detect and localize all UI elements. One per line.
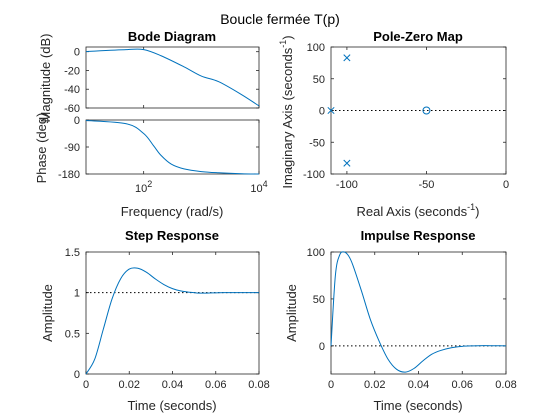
pzmap-ylabel-exp: -1 [278, 40, 288, 48]
step-xtick-label: 0.08 [248, 379, 269, 391]
impulse-xtick-label: 0 [328, 379, 334, 391]
impulse-ylabel: Amplitude [284, 284, 299, 342]
pzmap-ylabel-tail: ) [280, 35, 295, 39]
bode-phase-ylabel: Phase (deg) [34, 113, 49, 184]
pzmap-ytick-label: -100 [303, 169, 325, 181]
impulse-xtick-label: 0.02 [364, 379, 385, 391]
step-xtick-label: 0.06 [205, 379, 226, 391]
pzmap-ytick-label: 50 [313, 74, 325, 86]
bode-xtick-label: 104 [250, 179, 267, 195]
bode-magnitude-ylabel: Magnitude (dB) [38, 34, 53, 123]
pzmap-ytick-label: -50 [309, 137, 325, 149]
pzmap-xtick-label: 0 [503, 179, 509, 191]
pzmap-xtick-label: -50 [419, 179, 435, 191]
bode-phase-ytick-label: 0 [74, 115, 80, 127]
bode-magnitude-curve [85, 48, 260, 107]
impulse-axes [330, 251, 507, 375]
pzmap-title: Pole-Zero Map [373, 29, 463, 44]
bode-phase-axes [85, 119, 260, 175]
bode-xtick-exp: 2 [147, 179, 152, 189]
impulse-ytick-label: 50 [313, 294, 325, 306]
impulse-response: Impulse Response 0 50 100 0 0.02 0.04 0.06 0.08… [284, 228, 517, 413]
bode-magnitude-axes [85, 46, 260, 109]
pzmap-ylabel-main: Imaginary Axis (seconds [280, 47, 295, 188]
bode-magnitude-ytick-label: -20 [64, 65, 80, 77]
impulse-ytick-label: 0 [319, 341, 325, 353]
pzmap-ytick-label: 0 [319, 106, 325, 118]
step-ytick-label: 1.5 [65, 247, 80, 259]
bode-title: Bode Diagram [128, 29, 216, 44]
bode-xlabel: Frequency (rad/s) [121, 204, 224, 219]
pole-marker-stroke [343, 159, 351, 167]
pzmap-ylabel: Imaginary Axis (seconds-1) [278, 35, 295, 188]
step-xlabel: Time (seconds) [127, 398, 216, 413]
step-xtick-label: 0.02 [119, 379, 140, 391]
bode-xtick-base: 10 [135, 183, 147, 195]
figure-title: Boucle fermée T(p) [220, 11, 340, 27]
pole-marker [327, 106, 335, 115]
bode-magnitude-ytick-label: -60 [64, 103, 80, 115]
step-xtick-label: 0 [83, 379, 89, 391]
pzmap-xlabel-exp: -1 [467, 202, 475, 212]
impulse-xlabel: Time (seconds) [373, 398, 462, 413]
zero-marker [422, 106, 431, 115]
impulse-ytick-label: 100 [307, 247, 325, 259]
bode-phase-ytick-label: -180 [58, 169, 80, 181]
step-ylabel: Amplitude [40, 284, 55, 342]
bode-phase-curve [85, 120, 260, 175]
step-curve [85, 267, 259, 375]
pole-marker [343, 159, 351, 167]
pzmap-xlabel-main: Real Axis (seconds [357, 204, 468, 219]
step-ytick-label: 0.5 [65, 328, 80, 340]
pzmap-xlabel-tail: ) [475, 204, 479, 219]
pole-marker [343, 54, 351, 62]
impulse-curve [330, 251, 507, 373]
step-title: Step Response [125, 228, 219, 243]
pole-marker-stroke [327, 106, 335, 115]
step-response: Step Response 00.511.50 0.02 0.04 0.06 0.08 … [40, 228, 270, 413]
impulse-xtick-label: 0.06 [452, 379, 473, 391]
pole-marker-stroke [343, 54, 351, 62]
bode-magnitude-ytick-label: -40 [64, 84, 80, 96]
step-xtick-label: 0.04 [162, 379, 183, 391]
step-ytick-label: 1 [74, 288, 80, 300]
pole-zero-map: Pole-Zero Map -100 -50 0 50 100 -100 -50 0 Real… [278, 29, 509, 219]
step-ytick-label: 0 [74, 369, 80, 381]
impulse-xtick-label: 0.08 [495, 379, 516, 391]
bode-xtick-base: 10 [250, 183, 262, 195]
step-axes [85, 251, 260, 375]
pzmap-xtick-label: -100 [336, 179, 358, 191]
bode-xtick-label: 102 [135, 179, 152, 195]
pzmap-xlabel: Real Axis (seconds-1) [357, 202, 480, 219]
bode-magnitude-ytick-label: 0 [74, 47, 80, 59]
bode-xtick-exp: 4 [263, 179, 268, 189]
impulse-title: Impulse Response [361, 228, 476, 243]
bode-phase-ytick-label: -90 [64, 142, 80, 154]
impulse-xtick-label: 0.04 [408, 379, 429, 391]
pzmap-ytick-label: 100 [307, 42, 325, 54]
